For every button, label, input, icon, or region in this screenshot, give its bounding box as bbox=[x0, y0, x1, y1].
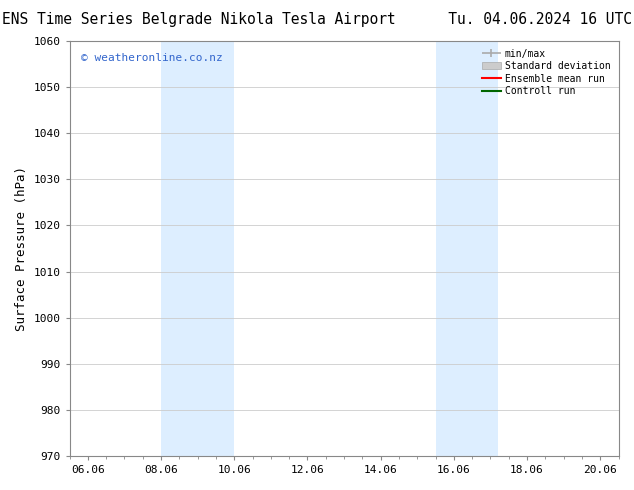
Text: © weatheronline.co.nz: © weatheronline.co.nz bbox=[81, 53, 223, 64]
Legend: min/max, Standard deviation, Ensemble mean run, Controll run: min/max, Standard deviation, Ensemble me… bbox=[479, 46, 614, 99]
Bar bbox=[161, 41, 234, 456]
Text: ENS Time Series Belgrade Nikola Tesla Airport      Tu. 04.06.2024 16 UTC: ENS Time Series Belgrade Nikola Tesla Ai… bbox=[2, 12, 632, 27]
Y-axis label: Surface Pressure (hPa): Surface Pressure (hPa) bbox=[15, 166, 28, 331]
Bar bbox=[436, 41, 498, 456]
